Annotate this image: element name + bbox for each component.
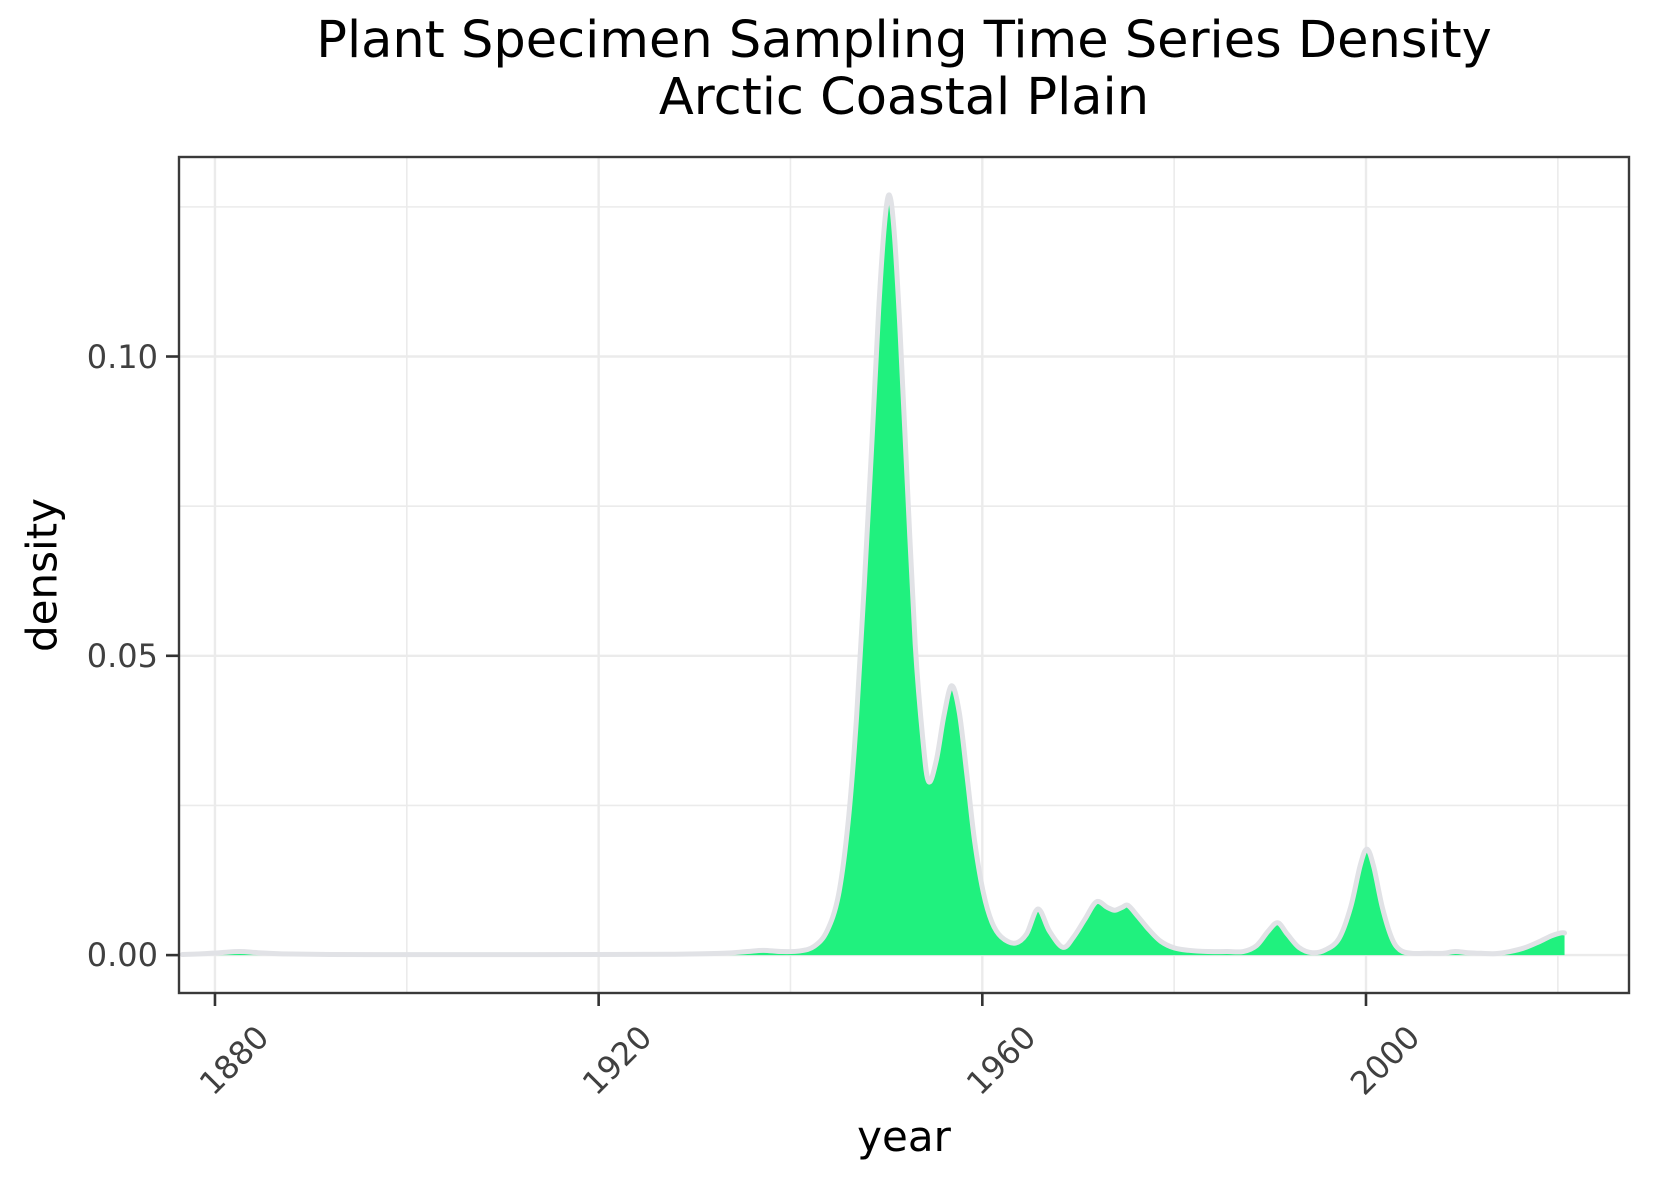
x-tick-label: 1880 <box>191 1018 276 1103</box>
y-tick-label: 0.10 <box>86 337 158 376</box>
y-tick-label: 0.05 <box>86 636 158 675</box>
chart-title-line-2: Arctic Coastal Plain <box>658 68 1150 127</box>
x-tick-label: 1920 <box>575 1018 660 1103</box>
chart-title: Plant Specimen Sampling Time Series Dens… <box>179 12 1629 126</box>
density-plot-canvas <box>166 155 1631 1006</box>
panel-border <box>177 155 1631 995</box>
x-tick-label: 2000 <box>1342 1018 1427 1103</box>
y-tick-label: 0.00 <box>86 936 158 975</box>
x-axis-title: year <box>857 1112 951 1161</box>
density-area-fill <box>182 194 1565 956</box>
density-curve-outline <box>179 192 1568 958</box>
y-axis-title: density <box>17 498 67 652</box>
x-tick-label: 1960 <box>958 1018 1044 1103</box>
chart-title-line-1: Plant Specimen Sampling Time Series Dens… <box>316 11 1492 70</box>
